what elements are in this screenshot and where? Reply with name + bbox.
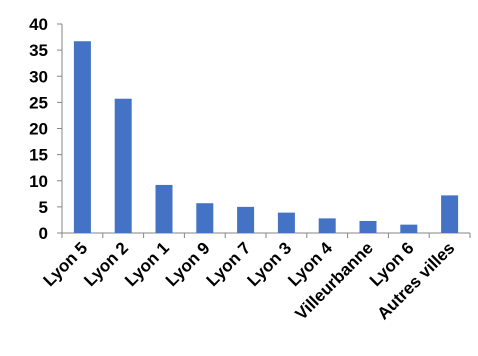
- category-label: Lyon 1: [121, 238, 173, 290]
- bar: [114, 98, 132, 233]
- bars: [73, 41, 459, 234]
- bar: [73, 41, 91, 234]
- y-tick-label: 10: [29, 172, 48, 191]
- x-axis: [61, 232, 471, 238]
- y-tick-label: 40: [29, 15, 48, 34]
- bar: [196, 203, 214, 233]
- bar: [155, 184, 173, 233]
- category-label: Lyon 7: [203, 238, 255, 290]
- y-tick-label: 5: [39, 198, 48, 217]
- bar: [318, 218, 336, 233]
- y-tick-label: 25: [29, 93, 48, 112]
- y-tick-label: 0: [39, 224, 48, 243]
- bar: [400, 224, 418, 233]
- y-tick-label: 35: [29, 41, 48, 60]
- bar: [237, 206, 255, 233]
- category-label: Lyon 3: [243, 238, 295, 290]
- bar: [359, 220, 377, 233]
- y-tick-label: 20: [29, 120, 48, 139]
- category-label: Lyon 5: [39, 238, 91, 290]
- y-tick-label: 15: [29, 146, 48, 165]
- y-tick-label: 30: [29, 67, 48, 86]
- bar: [277, 212, 295, 233]
- bar: [441, 195, 459, 233]
- category-label: Lyon 2: [80, 238, 132, 290]
- y-axis: 0 5 10 15 20 25 30 35 40: [29, 15, 63, 243]
- category-label: Lyon 9: [162, 238, 214, 290]
